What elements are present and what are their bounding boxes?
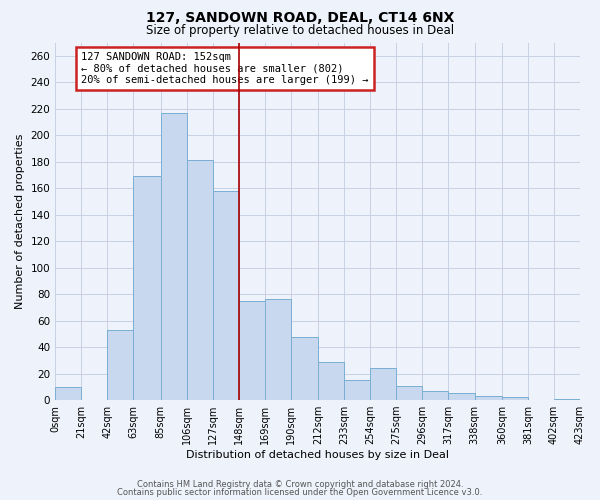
Bar [554, 399, 580, 400]
Bar [55, 387, 81, 400]
Text: Contains HM Land Registry data © Crown copyright and database right 2024.: Contains HM Land Registry data © Crown c… [137, 480, 463, 489]
Bar [133, 176, 161, 400]
Bar [502, 398, 528, 400]
X-axis label: Distribution of detached houses by size in Deal: Distribution of detached houses by size … [186, 450, 449, 460]
Text: Size of property relative to detached houses in Deal: Size of property relative to detached ho… [146, 24, 454, 37]
Text: Contains public sector information licensed under the Open Government Licence v3: Contains public sector information licen… [118, 488, 482, 497]
Bar [107, 330, 133, 400]
Y-axis label: Number of detached properties: Number of detached properties [15, 134, 25, 309]
Bar [448, 394, 475, 400]
Bar [397, 386, 422, 400]
Bar [265, 300, 291, 400]
Bar [291, 336, 318, 400]
Bar [422, 391, 448, 400]
Bar [318, 362, 344, 400]
Bar [475, 396, 502, 400]
Bar [344, 380, 370, 400]
Bar [239, 301, 265, 400]
Bar [187, 160, 213, 400]
Text: 127, SANDOWN ROAD, DEAL, CT14 6NX: 127, SANDOWN ROAD, DEAL, CT14 6NX [146, 11, 454, 25]
Text: 127 SANDOWN ROAD: 152sqm
← 80% of detached houses are smaller (802)
20% of semi-: 127 SANDOWN ROAD: 152sqm ← 80% of detach… [81, 52, 369, 85]
Bar [213, 191, 239, 400]
Bar [370, 368, 397, 400]
Bar [161, 112, 187, 400]
